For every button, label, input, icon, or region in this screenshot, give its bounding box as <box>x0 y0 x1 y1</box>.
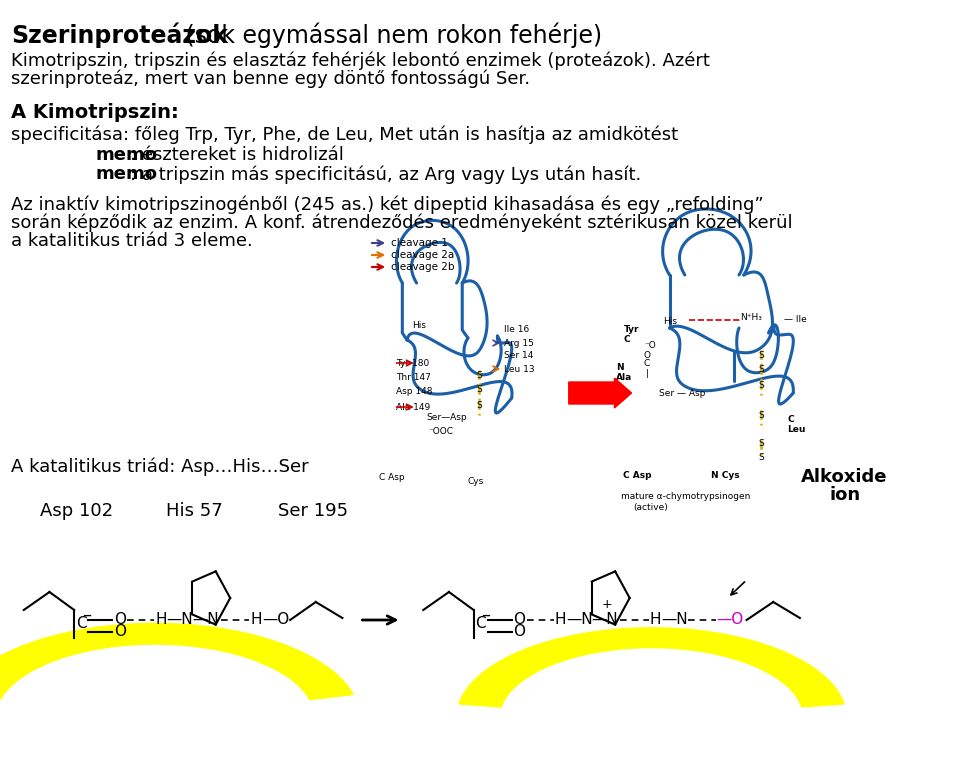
Text: C: C <box>76 616 86 631</box>
Text: H: H <box>555 612 566 628</box>
Text: S: S <box>758 453 764 462</box>
Text: S: S <box>758 411 764 419</box>
Text: Ala: Ala <box>616 374 633 383</box>
Text: —O: —O <box>262 612 290 628</box>
Text: S: S <box>758 438 764 447</box>
Text: O: O <box>514 625 526 640</box>
Text: Tyr: Tyr <box>624 325 639 334</box>
Polygon shape <box>459 628 844 707</box>
Text: N Cys: N Cys <box>711 471 740 480</box>
Text: S: S <box>758 365 764 374</box>
Text: Asp 148: Asp 148 <box>396 387 432 396</box>
Text: specificitása: főleg Trp, Tyr, Phe, de Leu, Met után is hasítja az amidkötést: specificitása: főleg Trp, Tyr, Phe, de L… <box>12 126 679 145</box>
Text: —N: —N <box>661 612 687 628</box>
Text: +: + <box>602 599 612 612</box>
Text: ⁻O: ⁻O <box>644 340 656 349</box>
Text: Az inaktív kimotripszinogénből (245 as.) két dipeptid kihasadása és egy „refoldi: Az inaktív kimotripszinogénből (245 as.)… <box>12 196 764 215</box>
Text: mature α-chymotrypsinogen: mature α-chymotrypsinogen <box>621 492 751 501</box>
Text: Leu: Leu <box>787 425 805 434</box>
Text: His 57: His 57 <box>166 502 223 520</box>
Text: Ser 14: Ser 14 <box>504 352 534 361</box>
Text: ion: ion <box>829 486 860 504</box>
Text: S: S <box>758 381 764 390</box>
Text: S: S <box>476 400 482 409</box>
Text: Ala 149: Ala 149 <box>396 402 430 412</box>
Text: H: H <box>650 612 661 628</box>
Text: (sok egymással nem rokon fehérje): (sok egymással nem rokon fehérje) <box>178 22 602 48</box>
Text: |: | <box>646 368 649 377</box>
Text: N: N <box>616 364 624 372</box>
Text: során képződik az enzim. A konf. átrendeződés eredményeként sztérikusan közel ke: során képződik az enzim. A konf. átrende… <box>12 214 793 233</box>
Text: O: O <box>644 350 651 359</box>
Text: H: H <box>155 612 166 628</box>
Text: : a tripszin más specificitású, az Arg vagy Lys után hasít.: : a tripszin más specificitású, az Arg v… <box>131 165 641 183</box>
Text: C Asp: C Asp <box>623 471 652 480</box>
Text: C: C <box>644 359 650 368</box>
Text: cleavage 1: cleavage 1 <box>391 238 447 248</box>
Text: O: O <box>114 612 126 628</box>
Text: O: O <box>114 625 126 640</box>
Text: H: H <box>251 612 262 628</box>
Text: Ser — Asp: Ser — Asp <box>660 389 706 397</box>
Text: —O: —O <box>716 612 743 628</box>
Text: N⁺H₃: N⁺H₃ <box>740 314 762 322</box>
Text: A Kimotripszin:: A Kimotripszin: <box>12 103 180 122</box>
Text: C: C <box>475 616 486 631</box>
Text: Ser—Asp: Ser—Asp <box>426 414 467 422</box>
Text: C Asp: C Asp <box>378 472 404 481</box>
Text: Ser 195: Ser 195 <box>277 502 348 520</box>
Text: a katalitikus triád 3 eleme.: a katalitikus triád 3 eleme. <box>12 232 253 250</box>
Text: Kimotripszin, tripszin és elasztáz fehérjék lebontó enzimek (proteázok). Azért: Kimotripszin, tripszin és elasztáz fehér… <box>12 52 710 70</box>
Text: Alkoxide: Alkoxide <box>802 468 888 486</box>
Text: S: S <box>476 386 482 394</box>
Text: (active): (active) <box>634 503 668 512</box>
Text: —N: —N <box>591 612 618 628</box>
Text: Szerinproteázok: Szerinproteázok <box>12 22 228 48</box>
Text: His: His <box>663 318 677 327</box>
Text: –: – <box>82 606 91 624</box>
Text: Leu 13: Leu 13 <box>504 365 535 374</box>
Text: ⁻OOC: ⁻OOC <box>428 428 453 437</box>
Text: Arg 15: Arg 15 <box>504 339 534 347</box>
Text: –: – <box>481 606 491 624</box>
Text: A katalitikus triád: Asp…His…Ser: A katalitikus triád: Asp…His…Ser <box>12 458 309 477</box>
Text: C: C <box>624 336 631 344</box>
Text: C: C <box>787 415 794 424</box>
Text: cleavage 2b: cleavage 2b <box>391 262 454 272</box>
Text: —N: —N <box>166 612 193 628</box>
Text: Thr 147: Thr 147 <box>396 374 430 383</box>
FancyArrow shape <box>568 378 632 408</box>
Text: Tyr 180: Tyr 180 <box>396 359 429 368</box>
Polygon shape <box>0 623 353 700</box>
Text: — Ile: — Ile <box>783 315 806 324</box>
Text: His: His <box>412 321 426 330</box>
Text: —N: —N <box>192 612 219 628</box>
Text: memo: memo <box>95 146 157 164</box>
Text: memo: memo <box>95 165 157 183</box>
Text: Cys: Cys <box>468 478 484 487</box>
Text: —N: —N <box>565 612 592 628</box>
Text: O: O <box>514 612 526 628</box>
Text: Asp 102: Asp 102 <box>40 502 113 520</box>
Text: Ile 16: Ile 16 <box>504 325 529 334</box>
Text: S: S <box>476 371 482 380</box>
Text: S: S <box>758 350 764 359</box>
Text: : észtereket is hidrolizál: : észtereket is hidrolizál <box>131 146 345 164</box>
Text: cleavage 2a: cleavage 2a <box>391 250 454 260</box>
Text: szerinproteáz, mert van benne egy döntő fontosságú Ser.: szerinproteáz, mert van benne egy döntő … <box>12 70 531 89</box>
